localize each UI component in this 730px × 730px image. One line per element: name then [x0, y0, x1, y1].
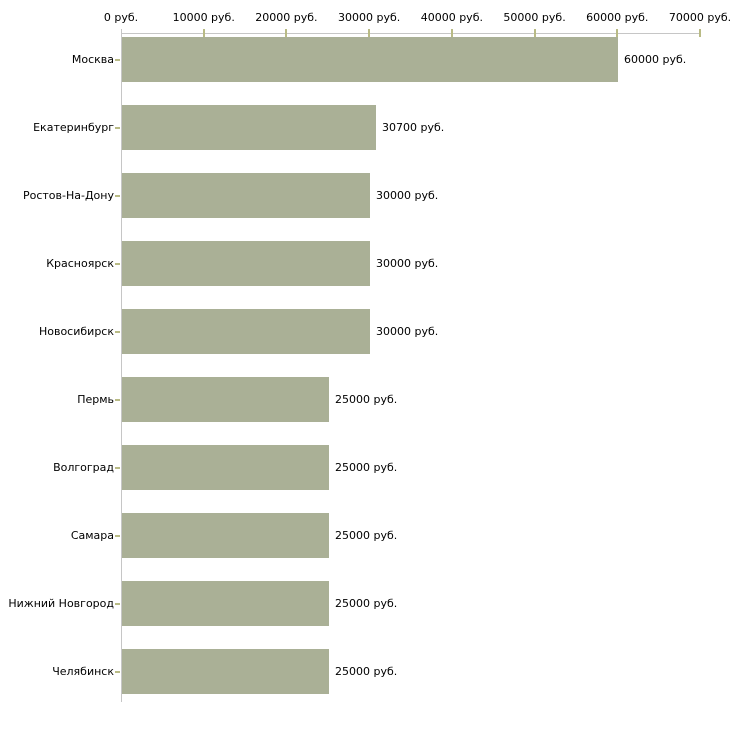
bar	[122, 105, 376, 150]
category-label: Волгоград	[53, 461, 114, 474]
y-axis-tick-mark	[115, 263, 120, 265]
x-axis-tick-mark	[368, 29, 371, 37]
category-label: Пермь	[77, 393, 114, 406]
y-axis-tick-mark	[115, 331, 120, 333]
x-axis-tick-mark	[699, 29, 701, 37]
y-axis-tick-mark	[115, 399, 120, 401]
x-axis-tick-mark	[533, 29, 536, 37]
category-label: Москва	[71, 53, 114, 66]
x-axis-tick-mark	[450, 29, 453, 37]
x-axis-line	[121, 33, 701, 34]
bar	[122, 581, 329, 626]
category-label: Екатеринбург	[33, 121, 114, 134]
x-axis-tick-label: 10000 руб.	[172, 11, 235, 24]
value-label: 25000 руб.	[335, 393, 398, 406]
category-label: Челябинск	[52, 665, 114, 678]
x-axis-tick-mark	[202, 29, 205, 37]
y-axis-tick-mark	[115, 467, 120, 469]
value-label: 30000 руб.	[376, 257, 439, 270]
bar	[122, 445, 329, 490]
y-axis-tick-mark	[115, 195, 120, 197]
bar	[122, 173, 370, 218]
category-label: Красноярск	[46, 257, 114, 270]
category-label: Самара	[70, 529, 114, 542]
x-axis-tick-label: 20000 руб.	[255, 11, 318, 24]
bar	[122, 377, 329, 422]
bar	[122, 513, 329, 558]
x-axis-tick-mark	[616, 29, 619, 37]
value-label: 30000 руб.	[376, 189, 439, 202]
value-label: 25000 руб.	[335, 461, 398, 474]
bar	[122, 37, 618, 82]
y-axis-tick-mark	[115, 127, 120, 129]
y-axis-line	[121, 29, 122, 702]
value-label: 25000 руб.	[335, 529, 398, 542]
bar	[122, 649, 329, 694]
x-axis-tick-label: 30000 руб.	[338, 11, 401, 24]
x-axis-tick-label: 50000 руб.	[503, 11, 566, 24]
y-axis-tick-mark	[115, 59, 120, 61]
y-axis-tick-mark	[115, 535, 120, 537]
x-axis-tick-mark	[285, 29, 288, 37]
bar	[122, 309, 370, 354]
category-label: Ростов-На-Дону	[22, 189, 114, 202]
value-label: 30700 руб.	[382, 121, 445, 134]
y-axis-tick-mark	[115, 671, 120, 673]
x-axis-tick-label: 60000 руб.	[586, 11, 649, 24]
x-axis-tick-label: 0 руб.	[103, 11, 139, 24]
value-label: 30000 руб.	[376, 325, 439, 338]
value-label: 25000 руб.	[335, 597, 398, 610]
y-axis-tick-mark	[115, 603, 120, 605]
category-label: Новосибирск	[38, 325, 114, 338]
value-label: 25000 руб.	[335, 665, 398, 678]
category-label: Нижний Новгород	[8, 597, 114, 610]
x-axis-tick-label: 40000 руб.	[420, 11, 483, 24]
value-label: 60000 руб.	[624, 53, 687, 66]
x-axis-tick-label: 70000 руб.	[668, 11, 730, 24]
bar	[122, 241, 370, 286]
